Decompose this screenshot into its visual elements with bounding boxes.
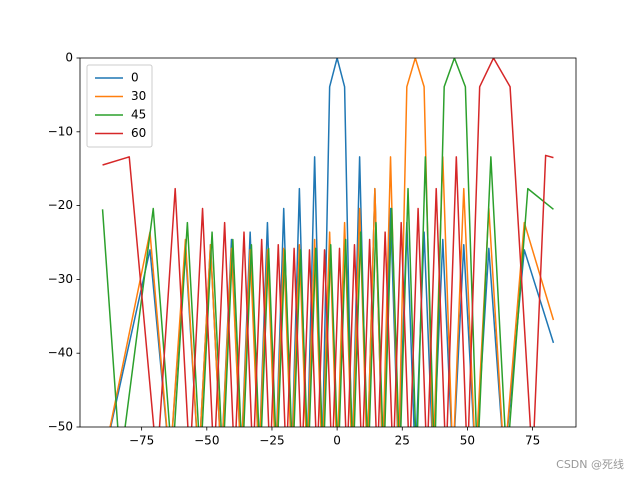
plot-area <box>101 58 555 427</box>
x-tick-label: −25 <box>259 434 284 448</box>
legend-label: 0 <box>131 71 139 85</box>
x-tick-label: −50 <box>194 434 219 448</box>
x-tick-label: 75 <box>525 434 540 448</box>
y-tick-label: −20 <box>48 198 73 212</box>
y-tick-label: −30 <box>48 272 73 286</box>
x-tick-label: 25 <box>395 434 410 448</box>
y-tick-label: 0 <box>65 51 73 65</box>
y-tick-label: −10 <box>48 124 73 138</box>
x-tick-label: 0 <box>333 434 341 448</box>
y-tick-label: −50 <box>48 420 73 434</box>
y-tick-label: −40 <box>48 346 73 360</box>
x-tick-label: −75 <box>129 434 154 448</box>
series-line <box>102 58 554 427</box>
series-line <box>101 58 554 427</box>
legend-box <box>86 64 153 148</box>
legend-label: 60 <box>131 126 146 140</box>
legend-label: 45 <box>131 108 146 122</box>
x-tick-label: 50 <box>460 434 475 448</box>
watermark: CSDN @死线 <box>556 457 624 471</box>
legend-label: 30 <box>131 89 146 103</box>
axes-frame <box>79 57 577 428</box>
